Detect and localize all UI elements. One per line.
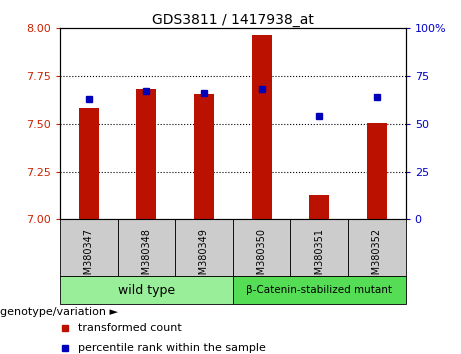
Text: GSM380347: GSM380347 [84,228,94,287]
Bar [309,195,329,219]
Bar [118,219,175,276]
Bar [194,94,214,219]
Text: percentile rank within the sample: percentile rank within the sample [78,343,266,353]
Text: genotype/variation ►: genotype/variation ► [0,307,118,317]
Bar [290,219,348,276]
Bar [60,219,118,276]
Bar [367,123,387,219]
Bar [175,219,233,276]
Text: transformed count: transformed count [78,323,182,333]
Bar [136,88,156,219]
Text: GSM380352: GSM380352 [372,228,382,287]
Bar [60,276,233,304]
Text: GSM380348: GSM380348 [142,228,151,287]
Title: GDS3811 / 1417938_at: GDS3811 / 1417938_at [152,13,314,27]
Text: wild type: wild type [118,284,175,297]
Bar [348,219,406,276]
Bar [233,276,406,304]
Text: GSM380350: GSM380350 [257,228,266,287]
Bar [233,219,290,276]
Bar [79,108,99,219]
Text: GSM380351: GSM380351 [314,228,324,287]
Text: β-Catenin-stabilized mutant: β-Catenin-stabilized mutant [246,285,392,295]
Bar [252,35,272,219]
Text: GSM380349: GSM380349 [199,228,209,287]
